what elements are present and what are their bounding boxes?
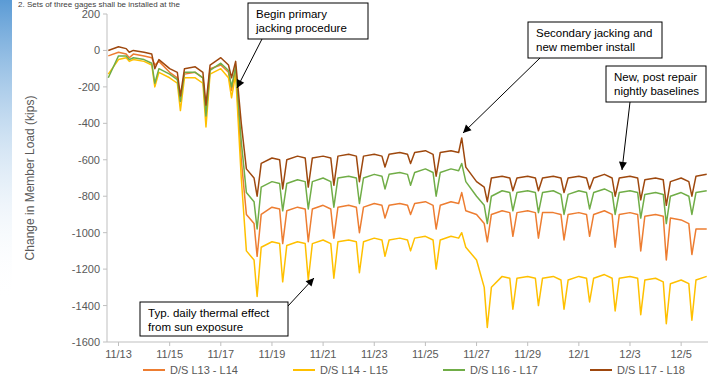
x-tick <box>578 342 579 346</box>
legend-swatch <box>293 369 315 371</box>
y-tick <box>103 14 107 15</box>
y-axis-line <box>107 14 108 342</box>
x-tick-label: 12/3 <box>619 348 640 360</box>
y-tick-label: -200 <box>78 81 100 93</box>
annotation-arrow <box>288 278 314 306</box>
legend-swatch <box>443 369 465 371</box>
annotation-arrowhead <box>463 125 472 133</box>
legend-label: D/S L13 - L14 <box>170 364 238 376</box>
x-tick <box>476 342 477 346</box>
y-tick <box>103 159 107 160</box>
y-tick <box>103 342 107 343</box>
annotation: New, post repair nightly baselines <box>606 66 706 170</box>
legend-label: D/S L17 - L18 <box>617 364 685 376</box>
y-tick-label: -1200 <box>72 263 100 275</box>
x-tick-label: 11/23 <box>361 348 388 360</box>
legend-swatch <box>590 369 612 371</box>
annotation-arrowhead <box>306 278 314 287</box>
y-tick <box>103 269 107 270</box>
x-tick <box>374 342 375 346</box>
x-tick <box>271 342 272 346</box>
y-tick <box>103 196 107 197</box>
chart: 2. Sets of three gages shall be installe… <box>0 0 710 377</box>
annotation-arrowhead <box>237 79 244 88</box>
annotation-text: New, post repair <box>614 71 697 83</box>
y-tick <box>103 86 107 87</box>
annotation-text: Typ. daily thermal effect <box>148 307 270 319</box>
y-tick-label: -800 <box>78 190 100 202</box>
y-tick <box>103 305 107 306</box>
x-tick <box>118 342 119 346</box>
x-tick <box>220 342 221 346</box>
annotation-arrow <box>463 58 540 133</box>
legend-item: D/S L14 - L15 <box>293 364 388 376</box>
y-tick-label: 200 <box>82 8 100 20</box>
annotation-text: from sun exposure <box>148 321 243 333</box>
x-tick <box>629 342 630 346</box>
annotation-arrow <box>622 102 630 170</box>
annotation-box <box>248 3 368 39</box>
annotation: Typ. daily thermal effect from sun exposu… <box>140 278 314 336</box>
annotation-text: nightly baselines <box>614 85 699 97</box>
y-tick-label: -600 <box>78 154 100 166</box>
annotation-box <box>528 22 662 58</box>
x-tick-label: 11/17 <box>207 348 234 360</box>
slide-strip <box>0 0 12 300</box>
y-tick-label: 0 <box>94 44 100 56</box>
x-tick-label: 11/21 <box>310 348 337 360</box>
x-tick <box>169 342 170 346</box>
legend-swatch <box>143 369 165 371</box>
annotation-text: Begin primary <box>256 8 327 20</box>
legend-item: D/S L17 - L18 <box>590 364 685 376</box>
y-tick-label: -400 <box>78 117 100 129</box>
x-tick-label: 12/5 <box>670 348 691 360</box>
x-axis-line <box>107 342 708 343</box>
annotation-text: Secondary jacking and <box>536 27 652 39</box>
series-line <box>108 56 706 229</box>
annotation-box <box>140 302 288 336</box>
y-tick-label: -1000 <box>72 227 100 239</box>
annotation-box <box>606 66 706 102</box>
legend-label: D/S L16 - L17 <box>470 364 538 376</box>
legend-item: D/S L13 - L14 <box>143 364 238 376</box>
x-tick <box>323 342 324 346</box>
series-line <box>108 47 706 206</box>
x-tick-label: 11/25 <box>412 348 439 360</box>
y-tick <box>103 232 107 233</box>
legend-item: D/S L16 - L17 <box>443 364 538 376</box>
x-tick-label: 11/15 <box>156 348 183 360</box>
series-group <box>108 47 706 328</box>
annotation: Begin primary jacking procedure <box>237 3 368 88</box>
series-line <box>108 58 706 328</box>
x-tick <box>425 342 426 346</box>
x-tick <box>681 342 682 346</box>
x-tick-label: 11/29 <box>514 348 541 360</box>
y-tick <box>103 123 107 124</box>
y-tick-label: -1400 <box>72 300 100 312</box>
legend-label: D/S L14 - L15 <box>320 364 388 376</box>
y-axis-title: Change in Member Load (kips) <box>23 96 37 261</box>
annotation-arrowhead <box>619 162 627 170</box>
y-tick <box>103 50 107 51</box>
annotation-text: jacking procedure <box>255 22 347 34</box>
annotation-text: new member install <box>536 41 635 53</box>
annotation-arrow <box>237 39 262 88</box>
x-tick-label: 12/1 <box>568 348 589 360</box>
x-tick-label: 11/27 <box>463 348 490 360</box>
y-tick-label: -1600 <box>72 336 100 348</box>
x-tick-label: 11/19 <box>259 348 286 360</box>
x-tick <box>527 342 528 346</box>
x-tick-label: 11/13 <box>105 348 132 360</box>
